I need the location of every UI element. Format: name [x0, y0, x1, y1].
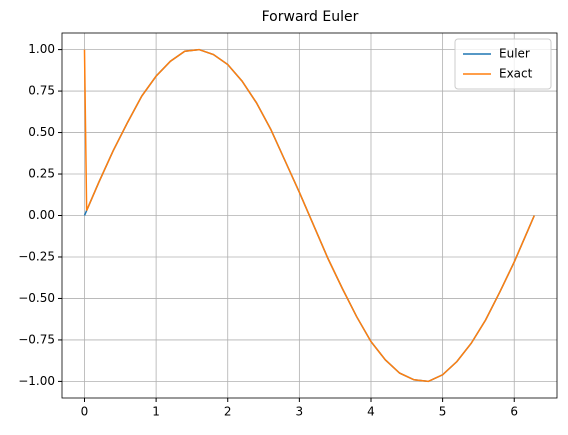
chart-title: Forward Euler: [262, 9, 359, 25]
x-tick-label: 5: [439, 405, 447, 419]
x-tick-label: 2: [224, 405, 232, 419]
legend-label: Exact: [499, 67, 533, 81]
series-line: [83, 48, 535, 383]
y-tick-label: −0.25: [18, 249, 55, 263]
y-tick-label: 0.50: [28, 125, 55, 139]
legend-box: [454, 38, 552, 90]
y-tick-label: 0.75: [28, 84, 55, 98]
plot-frame: [61, 32, 558, 399]
x-tick-label: 4: [367, 405, 375, 419]
y-tick-label: −1.00: [18, 374, 55, 388]
y-tick-label: −0.75: [18, 332, 55, 346]
x-tick-label: 3: [296, 405, 304, 419]
y-tick-label: 0.00: [28, 208, 55, 222]
y-tick-label: 0.25: [28, 167, 55, 181]
legend-label: Euler: [499, 47, 530, 61]
x-tick-label: 1: [152, 405, 160, 419]
x-tick-label: 0: [81, 405, 89, 419]
x-tick-label: 6: [510, 405, 518, 419]
y-tick-label: 1.00: [28, 42, 55, 56]
y-tick-label: −0.50: [18, 291, 55, 305]
